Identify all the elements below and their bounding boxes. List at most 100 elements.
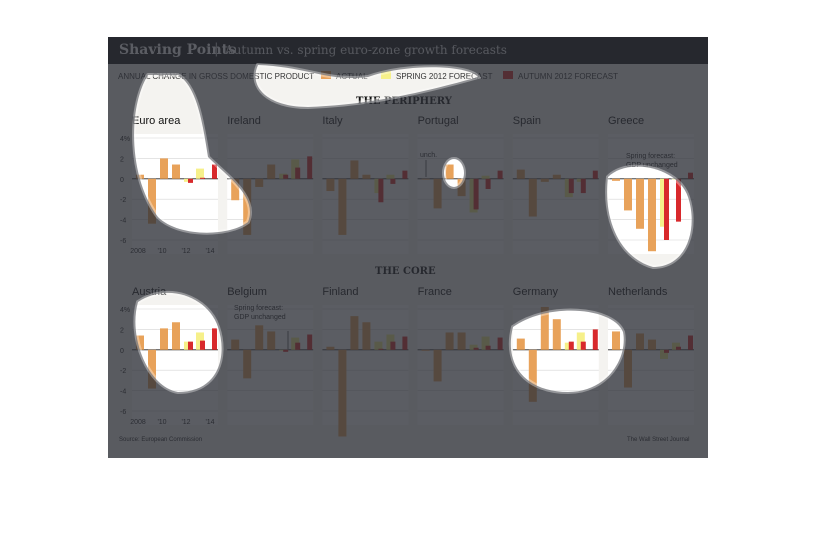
panel-finland: Finland — [322, 286, 409, 437]
bar-spring-2013 — [386, 174, 395, 179]
bar-actual-2009 — [148, 349, 156, 389]
bar-autumn-2014 — [497, 337, 503, 350]
y-tick-label: 4% — [120, 307, 130, 314]
bar-actual-2009 — [624, 178, 632, 211]
bar-actual-2010 — [540, 306, 549, 350]
bar-actual-2008 — [231, 178, 240, 201]
bar-autumn-2013 — [390, 341, 396, 350]
bar-actual-2009 — [338, 178, 347, 235]
panel-title: Spain — [513, 115, 541, 127]
bar-actual-2010 — [160, 328, 168, 350]
bar-autumn-2013 — [485, 178, 491, 189]
bar-actual-2011 — [552, 319, 561, 350]
bar-autumn-2012 — [473, 347, 479, 350]
source-note: Source: European Commission — [119, 437, 203, 443]
bar-autumn-2012 — [378, 178, 384, 203]
panel-title: Euro area — [132, 115, 181, 127]
bar-autumn-2014 — [688, 172, 693, 179]
panel-greece: Greece — [608, 115, 694, 254]
bar-actual-2009 — [433, 178, 442, 209]
bar-actual-2008 — [421, 178, 430, 180]
bar-actual-2008 — [421, 349, 430, 351]
bar-autumn-2014 — [402, 336, 408, 350]
bar-autumn-2012 — [378, 348, 384, 350]
bar-actual-2008 — [612, 331, 620, 350]
bar-autumn-2014 — [307, 156, 313, 179]
bar-actual-2009 — [338, 349, 347, 437]
bar-actual-2008 — [231, 339, 240, 350]
bar-autumn-2013 — [295, 342, 301, 350]
bar-autumn-2012 — [664, 178, 669, 240]
panel-title: Greece — [608, 115, 644, 127]
bar-autumn-2013 — [580, 178, 586, 194]
panel-background — [322, 134, 409, 254]
x-tick-label: '10 — [157, 248, 166, 255]
bar-actual-2008 — [612, 178, 620, 181]
bar-actual-2011 — [457, 332, 466, 350]
y-tick-label: 4% — [120, 136, 130, 143]
bar-actual-2009 — [528, 349, 537, 402]
panel-background — [227, 134, 314, 254]
annotation-portugal: unch. — [420, 152, 437, 159]
x-tick-label: 2008 — [130, 419, 146, 426]
bar-spring-2012 — [374, 341, 383, 350]
bar-actual-2010 — [350, 160, 359, 179]
bar-actual-2008 — [516, 338, 525, 350]
panel-background — [227, 305, 314, 425]
bar-actual-2009 — [624, 349, 632, 388]
panel-germany: Germany — [512, 286, 599, 425]
bar-autumn-2013 — [676, 346, 681, 350]
bar-autumn-2014 — [592, 329, 598, 350]
panel-title: Netherlands — [608, 286, 668, 298]
bar-spring-2013 — [481, 175, 490, 179]
panel-austria: Austria — [132, 286, 218, 425]
y-tick-label: -2 — [120, 197, 126, 204]
y-tick-label: -6 — [120, 409, 126, 416]
bar-actual-2008 — [326, 346, 335, 350]
y-tick-label: -4 — [120, 389, 126, 396]
bar-actual-2009 — [528, 178, 537, 217]
bar-autumn-2012 — [283, 174, 289, 179]
bar-autumn-2012 — [188, 341, 193, 350]
annotation-belgium: Spring forecast: — [234, 305, 283, 312]
panel-title: France — [418, 286, 452, 298]
x-tick-label: 2008 — [130, 248, 146, 255]
bar-autumn-2012 — [568, 178, 574, 194]
x-tick-label: '10 — [157, 419, 166, 426]
bar-actual-2010 — [636, 333, 644, 350]
bar-actual-2008 — [326, 178, 335, 192]
panel-italy: Italy — [322, 115, 409, 254]
panel-title: Germany — [513, 286, 559, 298]
y-tick-label: 2 — [120, 156, 124, 163]
bar-autumn-2013 — [390, 178, 396, 184]
panel-portugal: Portugal — [417, 115, 504, 254]
panel-title: Austria — [132, 286, 167, 298]
x-tick-label: '12 — [181, 248, 190, 255]
bar-autumn-2014 — [592, 170, 598, 179]
credit-note: The Wall Street Journal — [627, 437, 690, 443]
bar-autumn-2013 — [676, 178, 681, 222]
panel-background — [608, 305, 694, 425]
bar-actual-2010 — [160, 158, 168, 179]
panel-spain: Spain — [512, 115, 599, 254]
panel-background — [512, 134, 599, 254]
bar-autumn-2014 — [212, 328, 217, 350]
panel-ireland: Ireland — [227, 115, 314, 254]
bar-autumn-2012 — [568, 341, 574, 350]
bar-actual-2011 — [552, 174, 561, 179]
annotation-belgium: GDP unchanged — [234, 314, 286, 321]
annotation-greece: Spring forecast: — [626, 153, 675, 160]
panel-euro-area: Euro area — [132, 115, 218, 254]
bar-actual-2008 — [136, 174, 144, 179]
bar-actual-2009 — [243, 349, 252, 379]
small-multiples-chart: Euro area 4% 2 0 -2 -4 -6 2008 '10 '12 '14 Ireland I… — [120, 115, 694, 437]
bar-actual-2011 — [172, 322, 180, 350]
bar-actual-2009 — [148, 178, 156, 224]
bar-actual-2011 — [362, 174, 371, 179]
y-tick-label: 0 — [120, 348, 124, 355]
y-tick-label: 0 — [120, 177, 124, 184]
x-tick-label: '12 — [181, 419, 190, 426]
bar-actual-2011 — [267, 164, 276, 179]
bar-actual-2011 — [648, 178, 656, 252]
bar-actual-2011 — [648, 339, 656, 350]
